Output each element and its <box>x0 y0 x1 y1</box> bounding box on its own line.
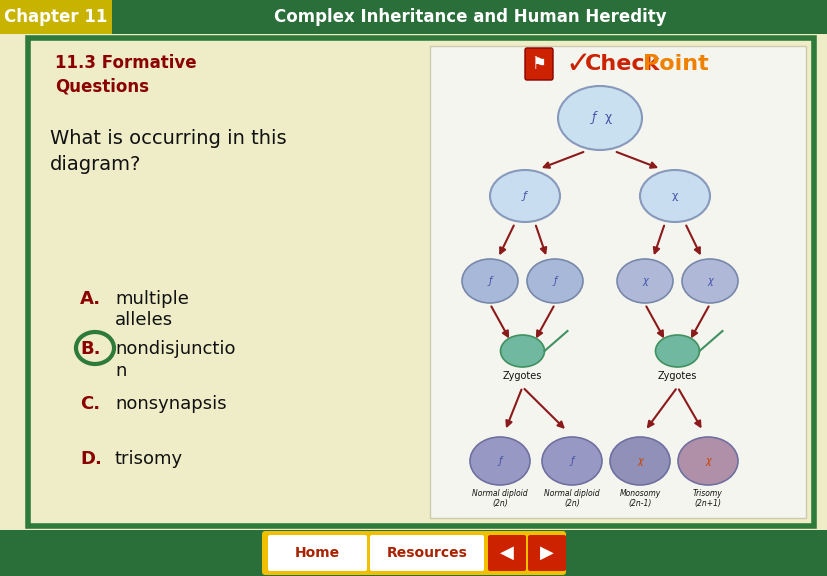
Bar <box>0 0 827 34</box>
Text: ▶: ▶ <box>539 544 553 562</box>
Text: Trisomy
(2n+1): Trisomy (2n+1) <box>692 489 722 509</box>
Text: Resources: Resources <box>386 546 467 560</box>
Ellipse shape <box>609 437 669 485</box>
Text: Point: Point <box>643 54 708 74</box>
Text: χ: χ <box>604 112 611 124</box>
Ellipse shape <box>490 170 559 222</box>
Text: Complex Inheritance and Human Heredity: Complex Inheritance and Human Heredity <box>274 8 666 26</box>
Text: Check: Check <box>585 54 660 74</box>
Ellipse shape <box>461 259 518 303</box>
Ellipse shape <box>655 335 699 367</box>
Text: Zygotes: Zygotes <box>502 371 542 381</box>
Text: χ: χ <box>706 276 712 286</box>
Text: C.: C. <box>80 395 100 413</box>
Text: ƒ: ƒ <box>488 276 491 286</box>
Ellipse shape <box>681 259 737 303</box>
Ellipse shape <box>542 437 601 485</box>
Text: Chapter 11: Chapter 11 <box>4 8 108 26</box>
Text: Zygotes: Zygotes <box>657 371 696 381</box>
Text: ◀: ◀ <box>500 544 514 562</box>
Ellipse shape <box>470 437 529 485</box>
Text: B.: B. <box>80 340 100 358</box>
Ellipse shape <box>526 259 582 303</box>
Text: D.: D. <box>80 450 102 468</box>
Bar <box>28 38 813 526</box>
Text: What is occurring in this
diagram?: What is occurring in this diagram? <box>50 129 286 175</box>
Text: trisomy: trisomy <box>115 450 183 468</box>
FancyBboxPatch shape <box>524 48 552 80</box>
Text: ƒ: ƒ <box>570 456 573 466</box>
Text: ƒ: ƒ <box>523 191 526 201</box>
Bar <box>0 530 827 576</box>
Text: nondisjunctio
n: nondisjunctio n <box>115 340 235 380</box>
Text: multiple
alleles: multiple alleles <box>115 290 189 329</box>
Text: Normal diploid
(2n): Normal diploid (2n) <box>543 489 599 509</box>
Ellipse shape <box>677 437 737 485</box>
Text: χ: χ <box>671 191 677 201</box>
FancyBboxPatch shape <box>487 535 525 571</box>
FancyBboxPatch shape <box>370 535 484 571</box>
Text: ƒ: ƒ <box>552 276 556 286</box>
Text: Normal diploid
(2n): Normal diploid (2n) <box>471 489 527 509</box>
FancyBboxPatch shape <box>268 535 366 571</box>
Ellipse shape <box>639 170 709 222</box>
Text: A.: A. <box>80 290 101 308</box>
Text: 11.3 Formative
Questions: 11.3 Formative Questions <box>55 54 196 96</box>
FancyBboxPatch shape <box>528 535 566 571</box>
Text: ƒ: ƒ <box>591 112 595 124</box>
Ellipse shape <box>500 335 544 367</box>
Bar <box>429 46 805 518</box>
Text: χ: χ <box>642 276 647 286</box>
Ellipse shape <box>557 86 641 150</box>
Text: χ: χ <box>636 456 642 466</box>
Text: Home: Home <box>294 546 339 560</box>
Text: ⚑: ⚑ <box>531 55 546 73</box>
Text: nonsynapsis: nonsynapsis <box>115 395 227 413</box>
Bar <box>0 0 112 34</box>
Ellipse shape <box>616 259 672 303</box>
Text: ƒ: ƒ <box>498 456 501 466</box>
Text: ✓: ✓ <box>564 50 590 78</box>
Text: χ: χ <box>705 456 710 466</box>
Text: Monosomy
(2n-1): Monosomy (2n-1) <box>619 489 660 509</box>
FancyBboxPatch shape <box>261 531 566 575</box>
